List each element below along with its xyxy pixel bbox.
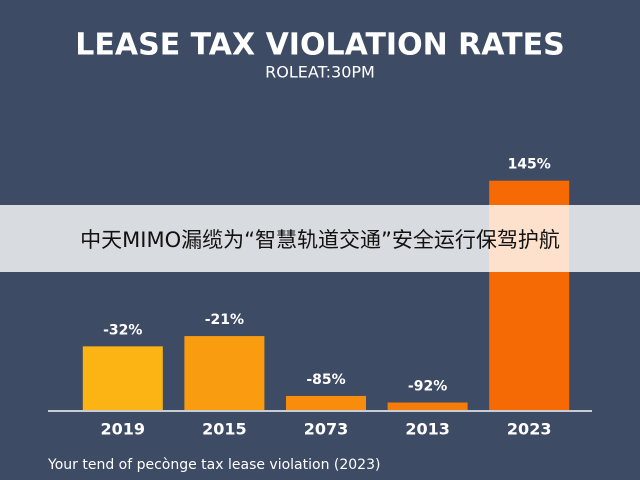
x-tick-label: 2019 [101, 420, 146, 439]
data-label: -85% [306, 372, 345, 388]
bar [286, 395, 366, 410]
data-label: -32% [103, 322, 142, 338]
chart-title: LEASE TAX VIOLATION RATES [75, 28, 564, 63]
x-tick-label: 2013 [405, 420, 450, 439]
overlay-text: 中天MIMO漏缆为“智慧轨道交通”安全运行保驾护航 [80, 228, 560, 252]
x-tick-label: 2073 [304, 420, 349, 439]
bar [184, 336, 265, 410]
data-label: -92% [408, 379, 447, 395]
bar [387, 402, 468, 410]
data-label: 145% [508, 157, 551, 173]
bar [82, 346, 163, 410]
data-label: -21% [205, 312, 244, 328]
x-tick-label: 2015 [202, 420, 247, 439]
overlay-banner [0, 205, 640, 272]
chart-subtitle: ROLEAT:30PM [265, 63, 375, 82]
x-tick-label: 2023 [507, 420, 552, 439]
footnote: Your tend of pecònge tax lease violation… [47, 457, 380, 473]
